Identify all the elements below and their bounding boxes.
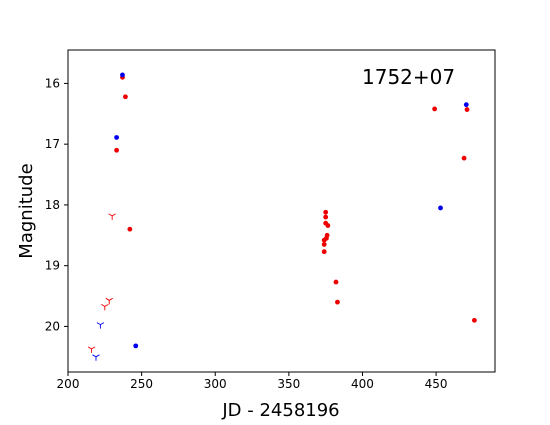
red-detection-point xyxy=(321,242,327,247)
x-tick-label: 300 xyxy=(204,377,227,391)
red-detection-point xyxy=(325,223,331,228)
red-detection-point xyxy=(471,317,477,323)
red-detection-point xyxy=(323,214,329,220)
red-detection-point xyxy=(114,147,119,153)
blue-detection-point xyxy=(463,102,469,108)
y-tick-label: 17 xyxy=(45,137,60,151)
blue-detection-point xyxy=(114,135,119,140)
y-tick-label: 19 xyxy=(45,259,60,273)
blue-detection-point xyxy=(133,343,139,349)
red-upper-limit-marker xyxy=(105,297,113,305)
data-points xyxy=(87,72,477,361)
x-axis: 200 250 300 350 400 450 xyxy=(57,372,448,391)
y-axis-label: Magnitude xyxy=(16,163,37,258)
red-detection-point xyxy=(123,94,128,100)
blue-detection-point xyxy=(438,205,443,211)
red-detection-point xyxy=(464,107,470,112)
x-tick-label: 250 xyxy=(130,377,153,391)
y-axis: 16 17 18 19 20 xyxy=(45,76,68,333)
blue-detection-point xyxy=(120,72,125,78)
annotation-label: 1752+07 xyxy=(362,65,455,89)
y-tick-label: 18 xyxy=(45,198,60,212)
blue-upper-limit-marker xyxy=(92,354,100,361)
x-tick-label: 400 xyxy=(351,377,374,391)
x-tick-label: 450 xyxy=(425,377,448,391)
x-tick-label: 350 xyxy=(277,377,300,391)
blue-upper-limit-marker xyxy=(96,322,105,329)
red-detection-point xyxy=(323,209,329,215)
red-detection-point xyxy=(335,299,340,305)
red-detection-point xyxy=(432,106,438,112)
x-tick-label: 200 xyxy=(57,377,80,391)
y-tick-label: 16 xyxy=(45,76,60,90)
x-axis-label: JD - 2458196 xyxy=(221,400,339,421)
plot-area xyxy=(67,49,496,373)
red-upper-limit-marker xyxy=(101,303,109,311)
red-upper-limit-marker xyxy=(108,213,116,220)
red-upper-limit-marker xyxy=(87,346,96,353)
red-detection-point xyxy=(461,155,467,161)
red-detection-point xyxy=(127,226,133,232)
y-tick-label: 20 xyxy=(45,319,60,333)
red-detection-point xyxy=(333,279,339,285)
red-detection-point xyxy=(321,237,327,243)
red-detection-point xyxy=(321,249,327,255)
